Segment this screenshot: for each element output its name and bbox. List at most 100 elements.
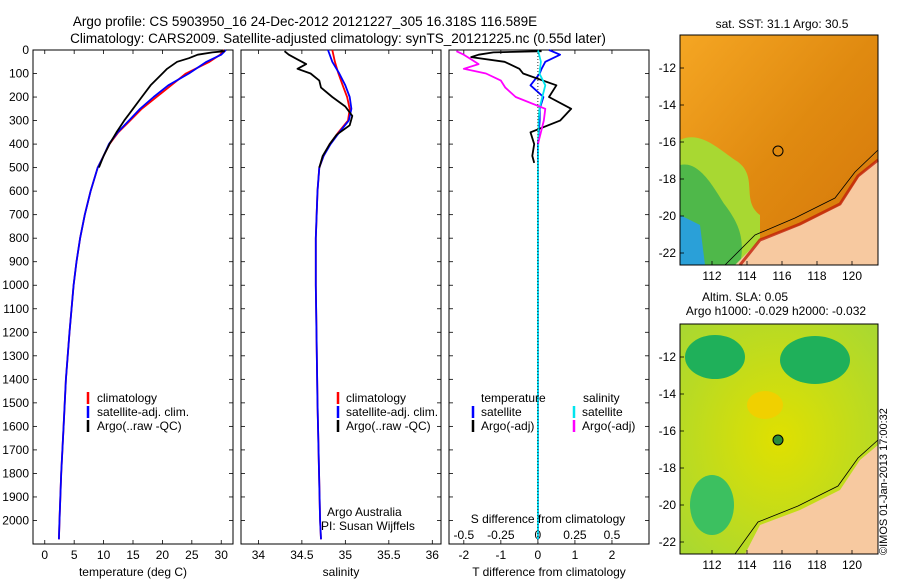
legend-satellite: satellite-adj. clim.: [97, 405, 189, 419]
series-line-satellite-adj-clim-: [314, 49, 353, 540]
map-y-tick-label: -20: [659, 209, 677, 223]
series-line-climatology: [58, 49, 225, 540]
sal-legend-climatology: climatology: [346, 391, 406, 405]
series-line-s-argo-adj-: [456, 50, 547, 145]
sla-argo-marker: [772, 434, 784, 446]
salinity-axes: [240, 49, 442, 545]
temperature-panel: 0100200300400500600700800900100011001200…: [2, 43, 234, 579]
credit-line2: PI: Susan Wijffels: [321, 519, 415, 533]
salinity-xlabel: salinity: [323, 565, 360, 579]
difference-depth-ticks: [449, 49, 649, 521]
x-tick-label: 36: [426, 548, 440, 562]
y-tick-label: 1800: [2, 466, 29, 480]
legend-argo: Argo(..raw -QC): [97, 419, 182, 433]
y-tick-label: 400: [9, 137, 29, 151]
sla-map-ticks: 112 114 116 118 120 -12 -14 -16 -18 -20 -22: [659, 350, 863, 572]
temperature-lines: [58, 49, 227, 540]
y-tick-label: 500: [9, 161, 29, 175]
series-line-climatology: [314, 49, 351, 540]
y-tick-label: 900: [9, 255, 29, 269]
s-tick-label: 0.25: [563, 528, 587, 542]
x-tick-label: 2: [609, 548, 616, 562]
series-line-satellite-adj-clim-: [58, 49, 227, 540]
difference-legend: temperature salinity satellite Argo(-adj…: [471, 391, 635, 433]
sst-blue-region: [680, 215, 705, 265]
temperature-axes: [32, 49, 234, 545]
x-tick-label: 0: [535, 548, 542, 562]
t-difference-label: T difference from climatology: [472, 565, 626, 579]
sst-land: [735, 160, 878, 265]
x-tick-label: 30: [215, 548, 229, 562]
temperature-legend: climatology satellite-adj. clim. Argo(..…: [86, 391, 189, 433]
series-line-argo-raw-qc-: [98, 50, 225, 168]
y-tick-label: 300: [9, 114, 29, 128]
y-tick-label: 1500: [2, 396, 29, 410]
sla-map-frame: [679, 323, 879, 555]
map-y-tick-label: -22: [659, 246, 677, 260]
sla-map: Altim. SLA: 0.05 Argo h1000: -0.029 h200…: [659, 290, 879, 572]
map-x-tick-label: 120: [842, 269, 862, 283]
salinity-x-axis: 34 34.5 35 35.5 36: [252, 50, 440, 562]
x-tick-label: -1: [496, 548, 507, 562]
sla-land: [745, 445, 878, 554]
s-tick-label: -0.5: [453, 528, 474, 542]
s-difference-label: S difference from climatology: [471, 512, 626, 526]
map-x-tick-label: 112: [702, 269, 721, 283]
credit-line1: Argo Australia: [327, 505, 402, 519]
legend-t-argo: Argo(-adj): [481, 419, 534, 433]
difference-lines: [456, 49, 573, 540]
legend-s-satellite: satellite: [582, 405, 623, 419]
sst-argo-marker: [772, 145, 784, 157]
x-tick-label: 25: [185, 548, 199, 562]
y-tick-label: 200: [9, 90, 29, 104]
x-tick-label: 20: [156, 548, 170, 562]
series-line-argo-raw-qc-: [283, 50, 354, 168]
sst-map-ticks: 112 114 116 118 120 -12 -14 -16 -18 -20 -22: [659, 61, 863, 283]
salinity-lines: [283, 49, 354, 540]
s-difference-axis: -0.5 -0.25 0 0.25 0.5: [453, 528, 620, 542]
map-x-tick-label: 118: [807, 269, 826, 283]
difference-panel: -2 -1 0 1 2 -0.5 -0.25 0 0.25 0.5 S difference f…: [448, 49, 650, 579]
title-line2: Climatology: CARS2009. Satellite-adjuste…: [70, 31, 606, 46]
map-y-tick-label: -12: [659, 61, 677, 75]
x-tick-label: 35.5: [377, 548, 401, 562]
map-y-tick-label: -14: [659, 387, 677, 401]
map-x-tick-label: 120: [842, 558, 862, 572]
series-line-s-satellite: [537, 49, 547, 540]
y-tick-label: 1300: [2, 349, 29, 363]
legend-t-satellite: satellite: [481, 405, 522, 419]
legend-climatology: climatology: [97, 391, 157, 405]
map-y-tick-label: -16: [659, 135, 677, 149]
temperature-xlabel: temperature (deg C): [79, 565, 187, 579]
x-tick-label: 10: [97, 548, 111, 562]
sst-warm-coast: [738, 158, 879, 266]
sst-map-frame: [679, 34, 879, 266]
legend-salinity-title: salinity: [583, 391, 620, 405]
map-x-tick-label: 114: [737, 269, 756, 283]
y-tick-label: 800: [9, 231, 29, 245]
y-tick-label: 2000: [2, 513, 29, 527]
x-tick-label: 0: [41, 548, 48, 562]
s-tick-label: 0.5: [604, 528, 621, 542]
y-tick-label: 1900: [2, 490, 29, 504]
y-tick-label: 700: [9, 208, 29, 222]
y-tick-label: 1000: [2, 278, 29, 292]
series-line-t-argo-adj-: [470, 50, 573, 164]
depth-axis: 0 100 200 300 400 500 600 700 800 900 1000 1100 1200…: [2, 43, 233, 527]
sla-eddy-west: [685, 335, 745, 379]
y-tick-label: 0: [22, 43, 29, 57]
sla-eddy-south: [690, 475, 734, 535]
y-tick-label: 1400: [2, 372, 29, 386]
x-tick-label: 5: [71, 548, 78, 562]
x-tick-label: 34.5: [290, 548, 314, 562]
map-y-tick-label: -18: [659, 461, 677, 475]
title-line1: Argo profile: CS 5903950_16 24-Dec-2012 …: [73, 14, 537, 29]
y-tick-label: 1200: [2, 325, 29, 339]
map-y-tick-label: -18: [659, 172, 677, 186]
s-tick-label: -0.25: [487, 528, 515, 542]
sla-map-title2: Argo h1000: -0.029 h2000: -0.032: [686, 304, 866, 318]
temperature-x-axis: 0 5 10 15 20 25 30: [41, 50, 228, 562]
map-y-tick-label: -22: [659, 535, 677, 549]
map-x-tick-label: 114: [737, 558, 756, 572]
